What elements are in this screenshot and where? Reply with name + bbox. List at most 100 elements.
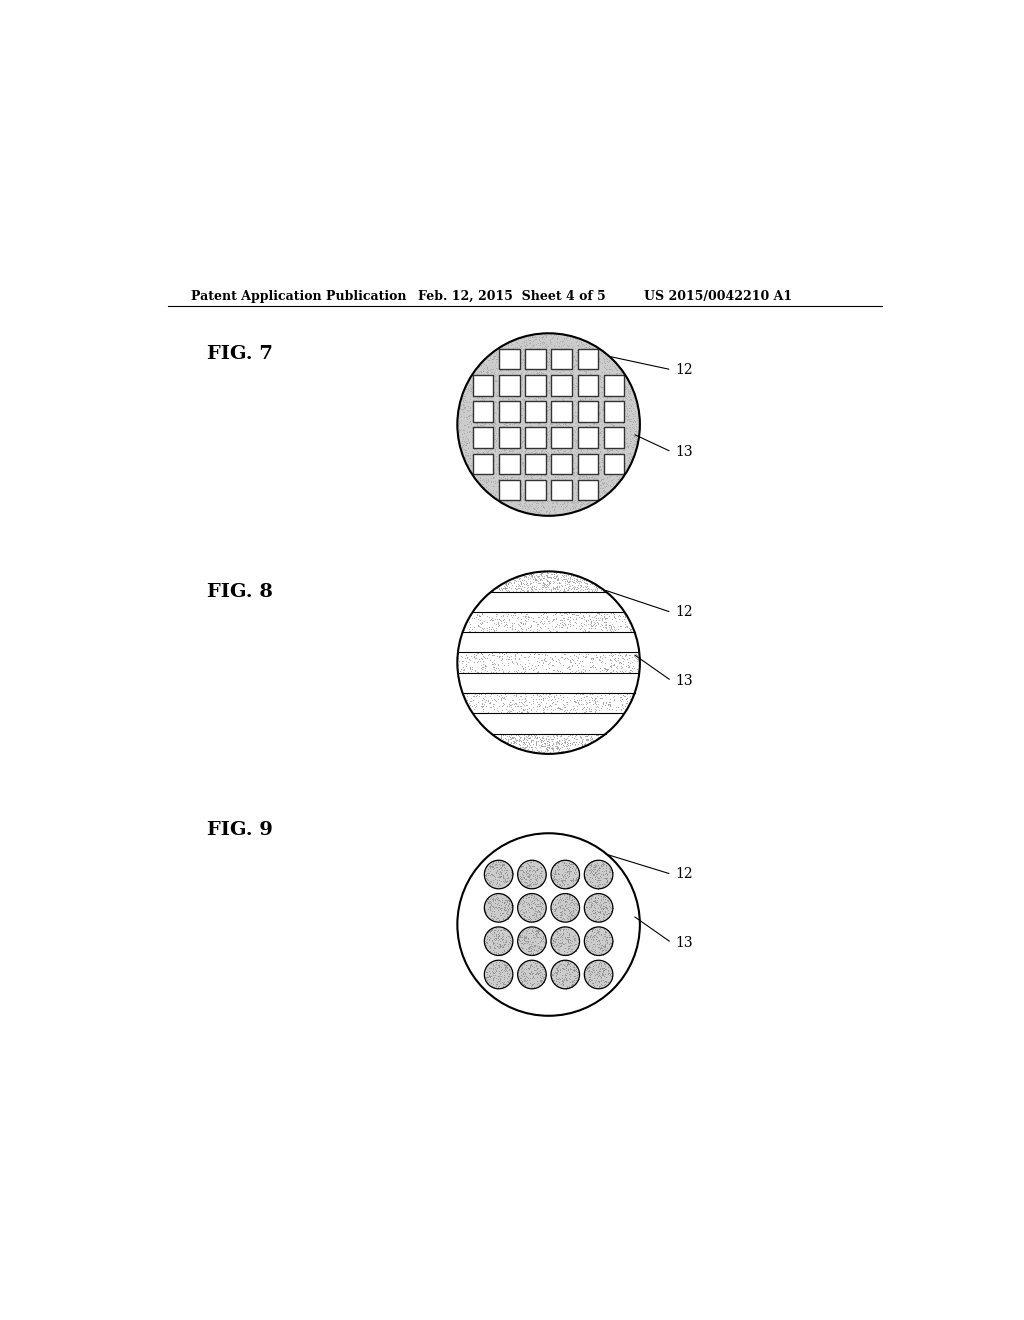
Point	[554, 924, 570, 945]
Point	[462, 374, 478, 395]
Point	[493, 454, 509, 475]
Point	[512, 866, 528, 887]
Point	[460, 454, 476, 475]
Point	[582, 483, 598, 504]
Point	[553, 425, 569, 446]
Point	[601, 895, 617, 916]
Point	[497, 863, 513, 884]
Point	[597, 451, 613, 473]
Point	[588, 395, 604, 416]
Point	[510, 433, 526, 454]
Point	[541, 684, 557, 705]
Point	[552, 958, 568, 979]
Point	[528, 451, 545, 473]
Point	[538, 569, 554, 590]
Point	[542, 330, 558, 351]
Point	[523, 933, 540, 954]
Point	[584, 440, 600, 461]
Point	[561, 962, 578, 983]
Point	[581, 388, 597, 409]
Point	[536, 331, 552, 352]
Point	[577, 866, 593, 887]
Point	[556, 391, 572, 412]
Point	[542, 329, 558, 350]
Point	[601, 871, 617, 892]
Point	[602, 436, 618, 457]
Point	[562, 725, 579, 746]
Point	[604, 862, 621, 883]
Point	[535, 343, 551, 364]
Point	[555, 700, 571, 721]
Point	[495, 692, 511, 713]
Point	[503, 438, 519, 459]
Point	[522, 487, 539, 508]
Point	[604, 698, 621, 719]
Point	[465, 434, 481, 455]
Point	[583, 612, 599, 634]
Point	[549, 488, 565, 510]
Point	[484, 855, 501, 876]
Point	[510, 738, 526, 759]
Point	[493, 854, 509, 875]
Point	[527, 924, 544, 945]
Point	[494, 961, 510, 982]
Point	[582, 862, 598, 883]
Point	[593, 605, 609, 626]
Point	[604, 660, 621, 681]
Point	[545, 418, 561, 440]
Point	[556, 969, 572, 990]
Point	[570, 466, 587, 487]
Point	[510, 576, 526, 597]
Point	[545, 425, 561, 446]
Point	[565, 928, 582, 949]
Point	[502, 870, 518, 891]
Point	[596, 480, 612, 502]
Point	[603, 898, 620, 919]
Point	[525, 458, 542, 479]
Point	[563, 952, 580, 973]
Point	[473, 661, 489, 682]
Point	[583, 611, 599, 632]
Point	[483, 865, 500, 886]
Point	[621, 451, 637, 473]
Point	[480, 409, 497, 430]
Point	[542, 450, 558, 471]
Point	[543, 442, 559, 463]
Point	[596, 884, 612, 906]
Point	[535, 455, 551, 477]
Point	[519, 478, 536, 499]
Point	[486, 347, 503, 368]
Point	[583, 725, 599, 746]
Point	[455, 657, 471, 678]
Point	[496, 469, 512, 490]
Point	[519, 937, 536, 958]
Point	[602, 859, 618, 880]
Point	[588, 960, 604, 981]
Point	[529, 962, 546, 983]
Point	[487, 463, 504, 484]
Point	[588, 425, 604, 446]
Point	[532, 342, 549, 363]
Point	[538, 426, 554, 447]
Point	[493, 424, 509, 445]
Point	[597, 886, 613, 907]
Point	[615, 367, 632, 388]
Point	[560, 381, 577, 403]
Point	[524, 611, 541, 632]
Point	[530, 727, 547, 748]
Point	[520, 459, 537, 480]
Point	[541, 379, 557, 400]
Point	[515, 739, 531, 760]
Point	[570, 661, 587, 682]
Point	[578, 370, 594, 391]
Point	[524, 326, 541, 347]
Point	[493, 866, 509, 887]
Point	[545, 376, 561, 397]
Point	[460, 445, 476, 466]
Point	[546, 461, 562, 482]
Point	[593, 688, 609, 709]
Point	[588, 576, 604, 597]
Point	[531, 564, 548, 585]
Point	[549, 436, 565, 457]
Point	[489, 936, 506, 957]
